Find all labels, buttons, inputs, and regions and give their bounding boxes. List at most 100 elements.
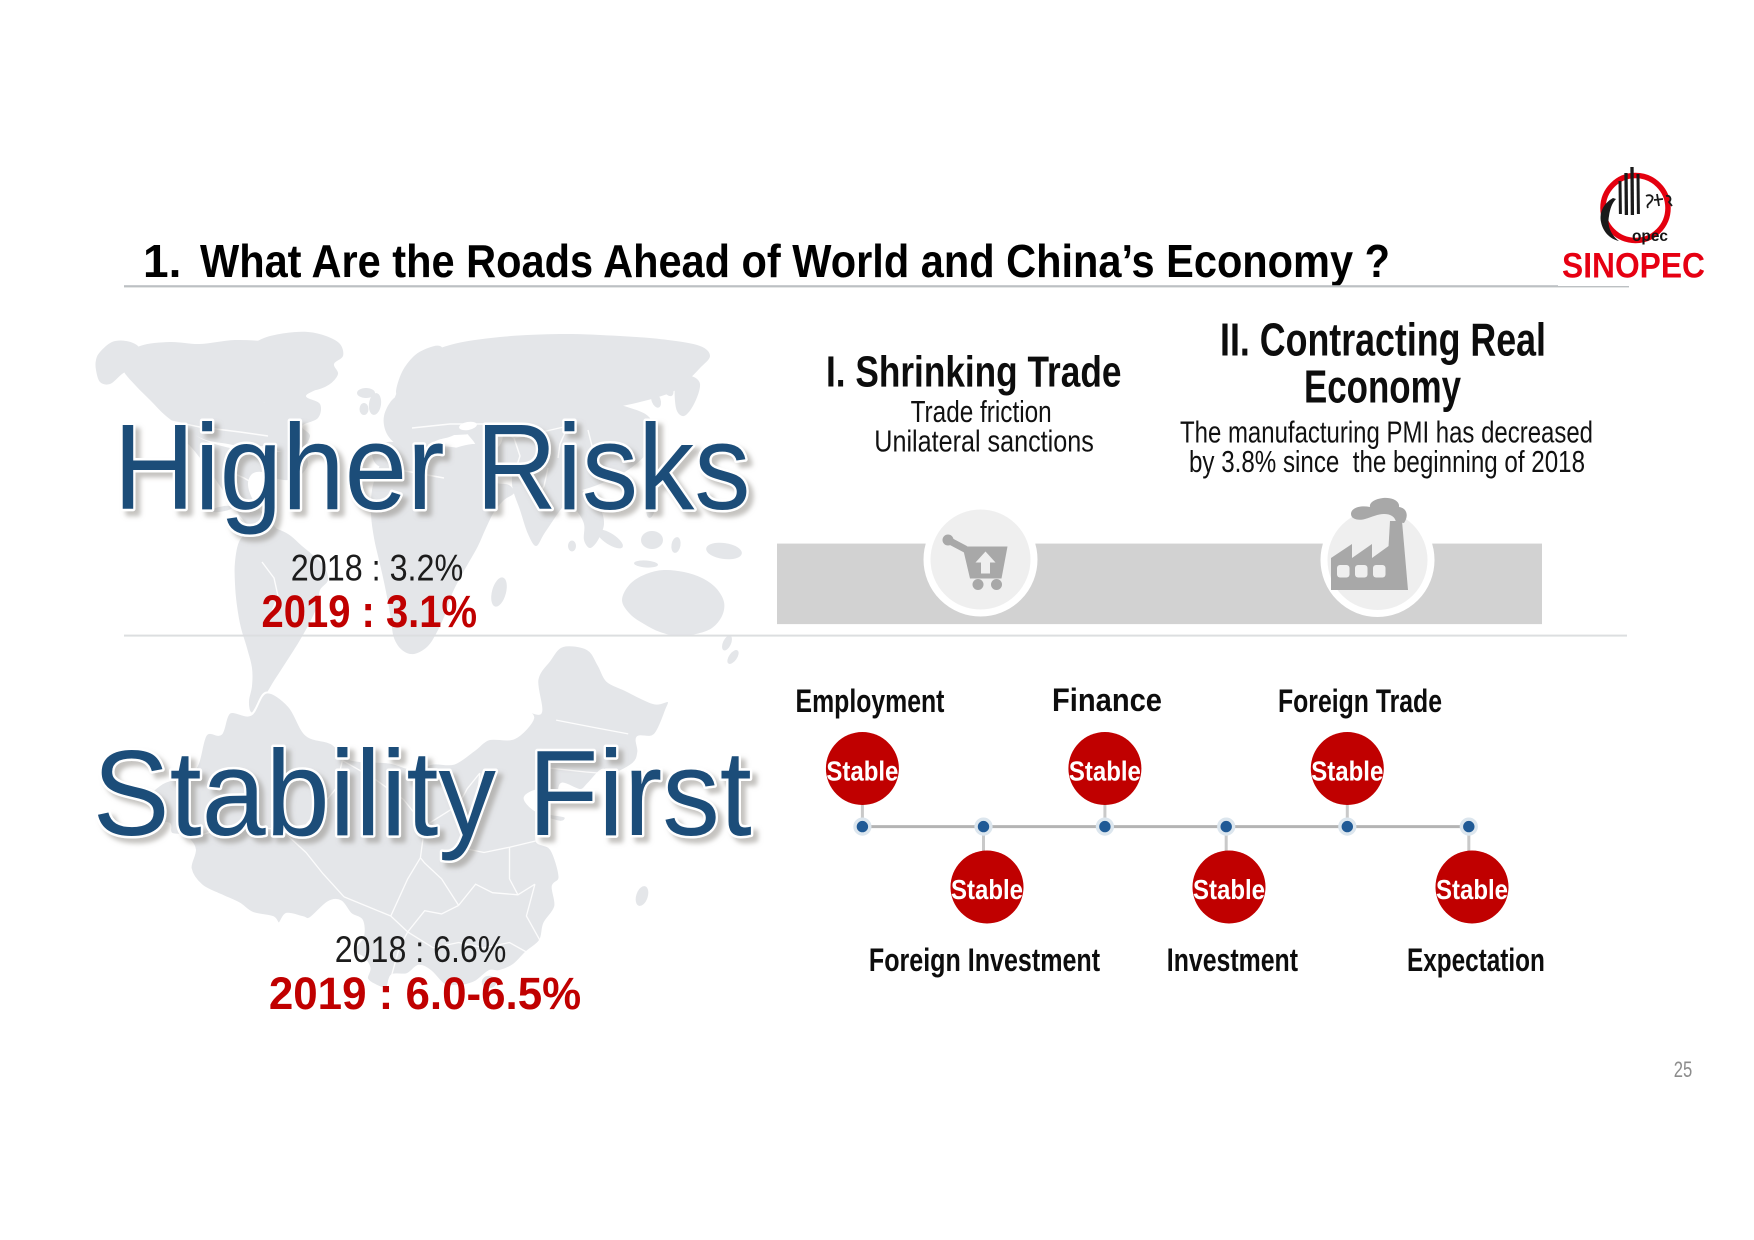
landmass-sulawesi [671, 537, 681, 553]
world-outlook: Higher Risks 2018 : 3.2% 2019 : 3.1% [111, 397, 753, 638]
indicator-label: Expectation [1407, 942, 1545, 978]
risk2-title-line2: Economy [1304, 361, 1461, 413]
factory-icon [1331, 497, 1408, 590]
landmass-japan1 [660, 377, 674, 397]
timeline-dot [1095, 817, 1115, 836]
page-number: 25 [1674, 1057, 1693, 1082]
landmass-russia [391, 333, 710, 436]
landmass-new-zealand2 [727, 650, 739, 664]
landmass-iceland [357, 388, 375, 398]
title-underline [124, 285, 1629, 288]
shape [1653, 193, 1664, 207]
blob [634, 884, 650, 908]
shape [342, 759, 481, 827]
landmass-baffin [274, 397, 305, 415]
landmass-india [511, 462, 567, 546]
landmass-kamchatka [674, 375, 701, 417]
landmass-arabia [441, 444, 499, 502]
cart-handle [944, 536, 969, 553]
status-text: Stable [1436, 874, 1508, 905]
landmass-cuba [211, 505, 233, 513]
shape [195, 825, 281, 838]
china-stat-2019: 2019 : 6.0-6.5% [269, 968, 581, 1019]
title-number: 1. [143, 235, 181, 287]
landmass-britain [368, 393, 382, 415]
factory-badge [1320, 497, 1435, 617]
shape [399, 469, 445, 479]
factory-chimney [1386, 521, 1408, 590]
landmass-philippines [646, 494, 656, 518]
cart-up-arrow [975, 551, 996, 574]
timeline-dot [1459, 817, 1478, 836]
china-map-image [149, 644, 670, 990]
blob [491, 428, 503, 448]
status-circle [950, 850, 1024, 924]
landmass-indochina [561, 485, 605, 548]
section-divider [124, 634, 1627, 637]
shape [261, 561, 279, 615]
shape [1665, 194, 1673, 207]
emblem-swoosh [1600, 198, 1619, 241]
indicator-label: Investment [1167, 942, 1298, 978]
risk1-line1: Trade friction [911, 394, 1052, 429]
cart-wheel [972, 579, 984, 590]
world-headline: Higher Risks [114, 399, 751, 535]
shape [458, 773, 481, 848]
shape [525, 884, 541, 941]
shape [411, 423, 515, 439]
shape [390, 931, 409, 976]
landmass-greenland [235, 331, 344, 405]
shape [536, 467, 549, 499]
shopping-cart-badge [923, 502, 1038, 617]
icon-band [777, 497, 1542, 625]
landmass-sri-lanka [568, 540, 576, 552]
landmass-java [634, 560, 658, 568]
status-text: Stable [1193, 874, 1265, 905]
landmass-hispaniola [238, 509, 248, 515]
status-circle [1192, 850, 1266, 924]
indicator-labels-above: Employment Finance Foreign Trade [796, 682, 1442, 719]
status-circles-below: Stable Stable Stable [950, 850, 1509, 924]
risk-contracting-economy: II. Contracting Real Economy The manufac… [1180, 314, 1593, 480]
factory-window [1355, 565, 1368, 578]
status-circle [1310, 732, 1384, 805]
risk2-title-line1: II. Contracting Real [1220, 314, 1546, 366]
timeline-dot [853, 817, 872, 836]
indicator-label: Foreign Investment [869, 942, 1100, 978]
risk1-line2: Unilateral sanctions [874, 423, 1094, 458]
group [1337, 565, 1386, 578]
timeline-dot [1338, 817, 1357, 836]
world-stat-2019: 2019 : 3.1% [262, 586, 478, 637]
shape [458, 883, 536, 906]
timeline-dot [1217, 817, 1236, 836]
shape [547, 767, 613, 775]
status-text: Stable [951, 874, 1023, 905]
china-outlook: Stability First 2018 : 6.6% 2019 : 6.0-6… [90, 723, 754, 1019]
world-stat-2018: 2018 : 3.2% [291, 547, 463, 588]
shape [1645, 194, 1654, 209]
risk2-line2: by 3.8% since the beginning of 2018 [1189, 444, 1585, 479]
china-headline: Stability First [93, 725, 752, 861]
sinopec-logo: opec SINOPEC [1558, 160, 1746, 286]
shape [555, 719, 629, 735]
shape [343, 896, 459, 933]
china-outline [149, 644, 670, 990]
indicator-labels-below: Foreign Investment Investment Expectatio… [869, 942, 1545, 978]
shape [280, 828, 345, 898]
stability-timeline: Employment Finance Foreign Trade Stable … [796, 682, 1545, 978]
timeline-dot [974, 817, 993, 836]
emblem-word: opec [1632, 228, 1668, 245]
calligraphy-strokes [1645, 193, 1673, 209]
landmass-sumatra [597, 529, 623, 549]
shape [419, 857, 460, 906]
landmass-south-america [234, 527, 329, 713]
landmass-korea [635, 416, 645, 432]
landmass-africa [370, 443, 515, 655]
sinopec-emblem-icon: opec [1600, 166, 1673, 245]
risk-shrinking-trade: I. Shrinking Trade Trade friction Unilat… [826, 348, 1121, 459]
status-circle [1068, 732, 1142, 805]
status-circle [1435, 850, 1509, 924]
landmass-australia [622, 569, 725, 637]
shape [557, 425, 569, 459]
